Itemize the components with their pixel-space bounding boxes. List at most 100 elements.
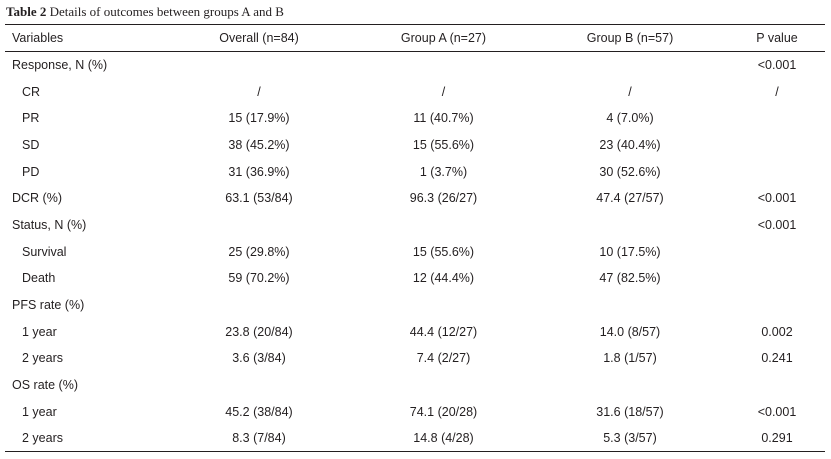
cell-overall: 38 (45.2%) (228, 137, 290, 152)
table-caption: Table 2 Details of outcomes between grou… (6, 4, 284, 20)
cell-group-b: 5.3 (3/57) (531, 425, 729, 453)
table-row: Death 59 (70.2%) 12 (44.4%) 47 (82.5%) (5, 265, 825, 292)
cell-overall (162, 292, 356, 319)
cell-variable: 1 year (22, 404, 57, 419)
cell-group-b: 47 (82.5%) (599, 271, 661, 286)
table-caption-text: Details of outcomes between groups A and… (49, 4, 284, 19)
table-body: Response, N (%) <0.001 CR / / / / PR 15 (17.9%) 1… (5, 52, 825, 453)
cell-group-b: 47.4 (27/57) (596, 191, 664, 206)
cell-overall: 31 (36.9%) (228, 164, 290, 179)
cell-variable: Response, N (%) (12, 58, 108, 73)
cell-variable: Status, N (%) (12, 217, 87, 232)
cell-variable: OS rate (%) (12, 378, 78, 393)
cell-variable: DCR (%) (12, 191, 62, 206)
cell-overall: 15 (17.9%) (228, 111, 290, 126)
cell-p-value: <0.001 (757, 58, 797, 73)
table-row: 2 years 3.6 (3/84) 7.4 (2/27) 1.8 (1/57) 0.2… (5, 345, 825, 372)
header-row: Variables Overall (n=84) Group A (n=27) … (5, 24, 825, 52)
table-row: SD 38 (45.2%) 15 (55.6%) 23 (40.4%) (5, 132, 825, 159)
cell-overall (162, 212, 356, 239)
header-group-a: Group A (n=27) (356, 24, 531, 52)
table-row: 1 year 23.8 (20/84) 44.4 (12/27) 14.0 (8/57… (5, 318, 825, 345)
cell-variable: 2 years (22, 351, 63, 366)
cell-group-a: 15 (55.6%) (412, 244, 475, 259)
cell-overall (162, 52, 356, 79)
cell-overall: 3.6 (3/84) (232, 351, 286, 366)
outcomes-table: Variables Overall (n=84) Group A (n=27) … (5, 24, 825, 453)
cell-p-value: <0.001 (757, 404, 797, 419)
cell-group-b: 4 (7.0%) (606, 111, 654, 126)
cell-group-b: 30 (52.6%) (599, 164, 661, 179)
cell-group-a: 74.1 (20/28) (409, 404, 478, 419)
table-row: OS rate (%) (5, 372, 825, 399)
table-row: Response, N (%) <0.001 (5, 52, 825, 79)
cell-variable: PFS rate (%) (12, 298, 85, 313)
cell-overall: 8.3 (7/84) (162, 425, 356, 453)
cell-overall: 59 (70.2%) (228, 271, 290, 286)
cell-group-a (356, 52, 531, 79)
table-row: PR 15 (17.9%) 11 (40.7%) 4 (7.0%) (5, 105, 825, 132)
cell-group-a: 44.4 (12/27) (409, 324, 478, 339)
cell-variable: PR (22, 111, 40, 126)
cell-group-b (531, 372, 729, 399)
table-row: Survival 25 (29.8%) 15 (55.6%) 10 (17.5%) (5, 238, 825, 265)
cell-p-value (729, 158, 825, 185)
table-row: 2 years 8.3 (7/84) 14.8 (4/28) 5.3 (3/57) 0.… (5, 425, 825, 453)
cell-group-b: 23 (40.4%) (599, 137, 661, 152)
cell-variable: Death (22, 271, 56, 286)
cell-overall: 23.8 (20/84) (225, 324, 293, 339)
cell-group-a: / (441, 84, 446, 99)
cell-variable: Survival (22, 244, 67, 259)
cell-group-b: 31.6 (18/57) (596, 404, 664, 419)
cell-variable: 2 years (5, 425, 162, 453)
cell-p-value: 0.002 (761, 324, 793, 339)
cell-variable: 1 year (22, 324, 57, 339)
table-header: Variables Overall (n=84) Group A (n=27) … (5, 24, 825, 52)
cell-overall (162, 372, 356, 399)
cell-p-value (729, 265, 825, 292)
header-group-b: Group B (n=57) (531, 24, 729, 52)
cell-overall: 45.2 (38/84) (225, 404, 293, 419)
cell-variable: CR (22, 84, 41, 99)
cell-p-value (729, 292, 825, 319)
cell-group-b: 14.0 (8/57) (599, 324, 661, 339)
table-row: DCR (%) 63.1 (53/84) 96.3 (26/27) 47.4 (27/… (5, 185, 825, 212)
table-row: 1 year 45.2 (38/84) 74.1 (20/28) 31.6 (18/5… (5, 398, 825, 425)
cell-group-b: 10 (17.5%) (599, 244, 661, 259)
cell-group-b (531, 52, 729, 79)
cell-p-value (729, 238, 825, 265)
header-variables: Variables (5, 24, 162, 52)
cell-overall: 63.1 (53/84) (225, 191, 293, 206)
cell-group-b: 1.8 (1/57) (603, 351, 657, 366)
table-row: CR / / / / (5, 78, 825, 105)
cell-variable: SD (22, 137, 40, 152)
cell-group-a: 14.8 (4/28) (356, 425, 531, 453)
cell-group-a: 15 (55.6%) (412, 137, 475, 152)
cell-p-value (729, 132, 825, 159)
cell-group-a: 96.3 (26/27) (409, 191, 478, 206)
cell-group-a (356, 372, 531, 399)
cell-group-a (356, 212, 531, 239)
cell-p-value: 0.291 (729, 425, 825, 453)
cell-p-value: <0.001 (757, 217, 797, 232)
cell-group-b (531, 292, 729, 319)
cell-overall: 25 (29.8%) (228, 244, 290, 259)
cell-group-a: 11 (40.7%) (413, 111, 474, 126)
cell-p-value (729, 105, 825, 132)
cell-group-a: 12 (44.4%) (412, 271, 475, 286)
table-caption-label: Table 2 (6, 4, 47, 19)
cell-group-a (356, 292, 531, 319)
cell-group-a: 1 (3.7%) (419, 164, 468, 179)
cell-group-a: 7.4 (2/27) (416, 351, 471, 366)
cell-group-b: / (628, 84, 632, 99)
cell-p-value: / (775, 84, 779, 99)
table-row: Status, N (%) <0.001 (5, 212, 825, 239)
cell-group-b (531, 212, 729, 239)
table-row: PD 31 (36.9%) 1 (3.7%) 30 (52.6%) (5, 158, 825, 185)
cell-variable: PD (22, 164, 40, 179)
header-overall: Overall (n=84) (162, 24, 356, 52)
cell-p-value: 0.241 (761, 351, 793, 366)
table-row: PFS rate (%) (5, 292, 825, 319)
cell-p-value: <0.001 (757, 191, 797, 206)
header-p-value: P value (729, 24, 825, 52)
